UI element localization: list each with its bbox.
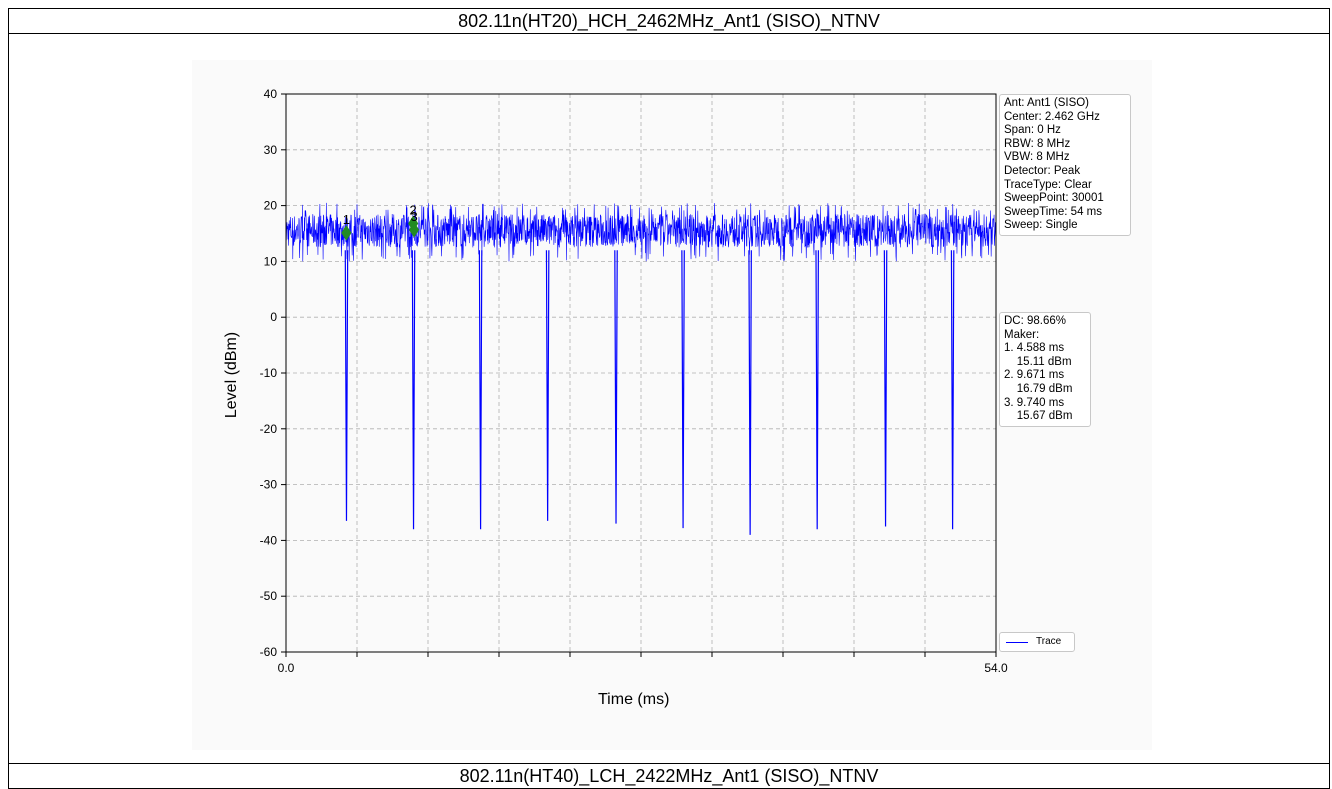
trace-noise-line [285, 202, 997, 262]
legend-trace-label: Trace [1036, 636, 1062, 647]
y-tick-label: -40 [260, 533, 278, 547]
chart-title-bottom: 802.11n(HT40)_LCH_2422MHz_Ant1 (SISO)_NT… [8, 763, 1330, 789]
duty-cycle-info-line: 15.67 dBm [1004, 410, 1073, 423]
x-tick-label: 54.0 [984, 661, 1008, 675]
trace-dip [815, 250, 819, 530]
y-tick-label: 0 [270, 310, 277, 324]
tick-layer: 40 30 20 10 0 -10 -20 -30 -40 -50 -600.0 54.0 [260, 87, 1008, 675]
trace-dip [883, 250, 888, 527]
x-axis-label: Time (ms) [598, 691, 670, 708]
duty-cycle-info-line: 15.11 dBm [1004, 355, 1072, 368]
trace-layer [285, 202, 997, 535]
marker-diamond [341, 224, 352, 241]
y-tick-label: -60 [260, 645, 278, 659]
settings-info-line: VBW: 8 MHz [1004, 151, 1070, 164]
y-tick-label: 10 [264, 254, 278, 268]
settings-info-line: TraceType: Clear [1004, 178, 1092, 191]
plot-border [285, 93, 997, 653]
duty-cycle-info-line: 2. 9.671 ms [1004, 369, 1065, 382]
x-tick-label: 0.0 [278, 661, 295, 675]
settings-info-line: Sweep: Single [1004, 219, 1078, 232]
marker-label: 1 [343, 212, 350, 227]
grid-layer [286, 93, 996, 653]
y-tick-label: -50 [260, 589, 278, 603]
duty-cycle-info-box: DC: 98.66% Maker: 1. 4.588 ms 15.11 dBm 2. … [999, 312, 1091, 427]
y-tick-label: 40 [264, 87, 278, 101]
y-tick-label: -30 [260, 478, 278, 492]
duty-cycle-info-line: 1. 4.588 ms [1004, 342, 1065, 355]
settings-info-line: SweepPoint: 30001 [1004, 192, 1104, 205]
trace-dip [748, 250, 752, 535]
trace-dip [950, 250, 955, 530]
legend: Trace [999, 632, 1075, 652]
chart-title-top: 802.11n(HT20)_HCH_2462MHz_Ant1 (SISO)_NT… [8, 8, 1330, 34]
y-axis-label: Level (dBm) [223, 331, 240, 419]
duty-cycle-info-line: 16.79 dBm [1004, 382, 1073, 395]
settings-info-line: Ant: Ant1 (SISO) [1004, 97, 1090, 109]
settings-info-line: Center: 2.462 GHz [1004, 110, 1100, 123]
marker-layer: 1 23 [341, 203, 420, 241]
trace-dip [478, 250, 483, 530]
marker-label: 2 [410, 203, 417, 218]
plot-background [192, 60, 1152, 750]
y-tick-label: -20 [260, 422, 278, 436]
y-tick-label: 20 [264, 199, 278, 213]
duty-cycle-info-line: DC: 98.66% [1004, 315, 1067, 327]
marker-diamond [408, 221, 420, 238]
settings-info-line: SweepTime: 54 ms [1004, 205, 1102, 218]
marker-label: 3 [410, 209, 417, 224]
trace-dip [344, 250, 349, 521]
trace-dip [681, 250, 685, 529]
settings-info-line: RBW: 8 MHz [1004, 137, 1071, 150]
settings-info-line: Detector: Peak [1004, 164, 1081, 177]
duty-cycle-info-line: Maker: [1004, 328, 1040, 341]
settings-info-box: Ant: Ant1 (SISO) Center: 2.462 GHz Span: 0… [999, 94, 1131, 236]
settings-info-line: Span: 0 Hz [1004, 124, 1061, 137]
duty-cycle-info-line: 3. 9.740 ms [1004, 396, 1065, 409]
trace-dip [545, 250, 550, 521]
legend-trace-swatch [1006, 642, 1028, 643]
y-tick-label: -10 [260, 366, 278, 380]
y-tick-label: 30 [264, 143, 278, 157]
trace-dip [411, 250, 416, 530]
trace-dip [614, 250, 618, 524]
